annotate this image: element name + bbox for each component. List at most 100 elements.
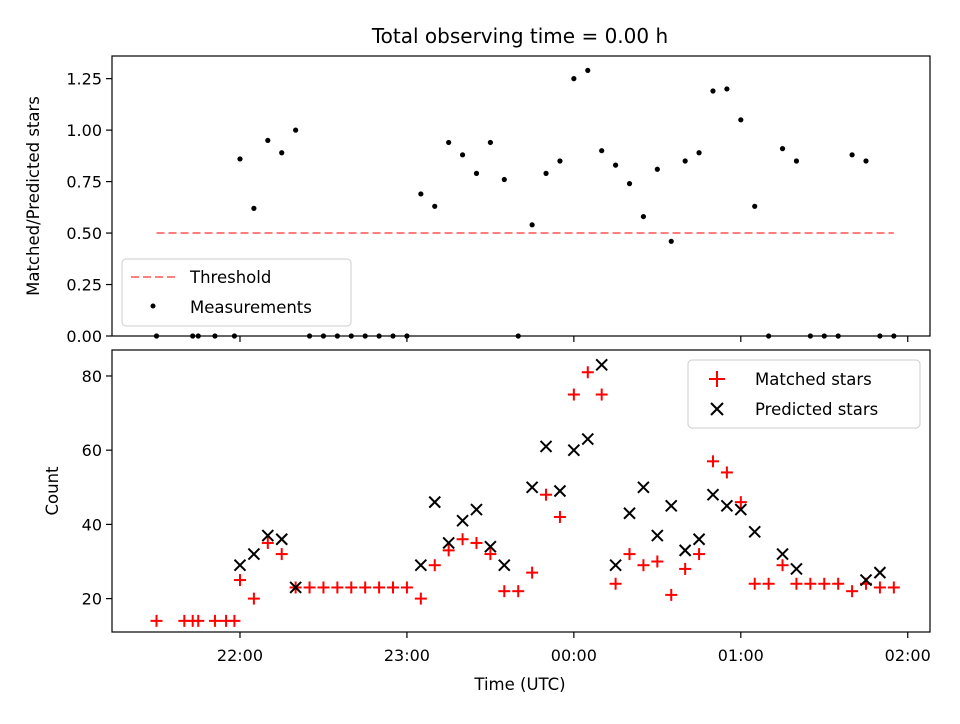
legend-threshold-label: Threshold — [189, 268, 271, 287]
matched-star-point — [512, 585, 525, 598]
predicted-star-point — [261, 529, 275, 542]
measurement-point — [640, 213, 647, 220]
matched-star-point — [192, 614, 205, 627]
predicted-star-point — [776, 547, 789, 561]
top-y-tick-label: 0.50 — [66, 224, 102, 243]
predicted-star-point — [859, 573, 873, 587]
matched-star-point — [359, 581, 372, 594]
predicted-star-point — [873, 566, 887, 579]
matched-star-point — [567, 388, 580, 401]
matched-star-point — [776, 559, 789, 572]
measurement-point — [237, 156, 243, 162]
predicted-star-point — [414, 559, 428, 572]
matched-star-point — [887, 581, 900, 594]
bottom-y-axis-label: Count — [43, 466, 62, 516]
predicted-star-point — [734, 503, 748, 516]
predicted-star-point — [553, 484, 567, 498]
top-y-tick-label: 1.00 — [66, 121, 102, 140]
matched-star-point — [317, 581, 330, 594]
top-y-tick-label: 1.25 — [66, 70, 102, 89]
predicted-star-point — [720, 499, 734, 513]
predicted-star-point — [623, 507, 636, 520]
bottom-x-tick-label: 23:00 — [384, 646, 430, 665]
bottom-x-tick-label: 02:00 — [885, 646, 931, 665]
predicted-star-point — [637, 481, 650, 494]
matched-star-point — [706, 455, 719, 468]
matched-star-point — [748, 577, 761, 590]
x-axis-label: Time (UTC) — [473, 675, 565, 694]
top-y-tick-label: 0.00 — [66, 327, 102, 346]
predicted-star-point — [706, 488, 720, 501]
top-plot-frame — [111, 55, 931, 337]
matched-star-point — [373, 581, 386, 594]
bottom-x-tick-label: 01:00 — [718, 646, 764, 665]
predicted-star-point — [442, 536, 455, 550]
measurement-point — [418, 191, 424, 197]
legend-predicted-label: Predicted stars — [755, 400, 878, 419]
predicted-star-point — [275, 533, 288, 546]
predicted-star-point — [470, 503, 483, 516]
matched-star-point — [595, 388, 608, 401]
measurement-point — [585, 67, 591, 74]
predicted-star-point — [581, 432, 594, 446]
matched-star-point — [832, 577, 845, 590]
measurement-point — [501, 176, 507, 183]
top-y-axis-label: Matched/Predicted stars — [24, 96, 43, 296]
predicted-star-point — [428, 495, 441, 509]
bottom-plot-frame — [111, 349, 931, 633]
matched-star-point — [679, 562, 692, 575]
measurement-point — [626, 181, 633, 187]
matched-star-point — [150, 614, 163, 627]
matched-star-point — [442, 544, 455, 557]
matched-star-point — [220, 614, 233, 627]
matched-star-point — [428, 559, 441, 572]
predicted-star-point — [456, 514, 469, 527]
matched-star-point — [233, 574, 246, 587]
matched-star-point — [470, 536, 483, 549]
measurement-point — [446, 139, 452, 146]
measurement-point — [265, 137, 271, 144]
measurement-point — [793, 158, 800, 164]
matched-star-point — [609, 577, 622, 590]
matched-star-point — [414, 592, 427, 605]
matched-star-point — [178, 614, 191, 627]
measurement-point — [251, 205, 257, 211]
predicted-star-point — [678, 544, 692, 557]
measurement-point — [779, 146, 786, 152]
predicted-star-point — [692, 533, 706, 546]
measurement-point — [557, 158, 563, 164]
matched-star-point — [804, 577, 817, 590]
predicted-star-point — [665, 499, 678, 513]
matched-star-point — [734, 496, 747, 509]
predicted-star-point — [525, 481, 539, 494]
top-panel: 0.00 0.25 0.50 0.75 1.00 1.25 Matched/Predict… — [24, 55, 931, 346]
bottom-x-tick-label: 22:00 — [217, 646, 263, 665]
matched-star-point — [762, 577, 775, 590]
predicted-star-point — [567, 443, 581, 457]
measurement-point — [529, 222, 535, 228]
measurement-point — [487, 139, 493, 146]
matched-star-point — [651, 555, 664, 568]
matched-star-point — [331, 581, 344, 594]
measurement-point — [473, 170, 480, 176]
measurement-point — [849, 152, 855, 158]
predicted-star-point — [651, 529, 664, 542]
matched-star-point — [275, 548, 288, 561]
matched-star-point — [526, 566, 539, 579]
measurement-point — [543, 170, 549, 176]
predicted-star-point — [595, 358, 608, 372]
legend-measurements-label: Measurements — [190, 298, 312, 317]
measurement-point — [668, 238, 674, 244]
measurement-point — [279, 150, 285, 156]
matched-star-point — [484, 548, 497, 561]
matched-star-point — [873, 581, 886, 594]
predicted-star-point — [498, 559, 511, 572]
measurement-point — [654, 166, 660, 172]
measurement-point — [459, 152, 466, 158]
matched-star-point — [846, 585, 859, 598]
bottom-y-tick-label: 40 — [82, 515, 102, 534]
matched-star-point — [818, 577, 831, 590]
matched-star-point — [261, 536, 274, 549]
predicted-star-point — [539, 440, 553, 453]
